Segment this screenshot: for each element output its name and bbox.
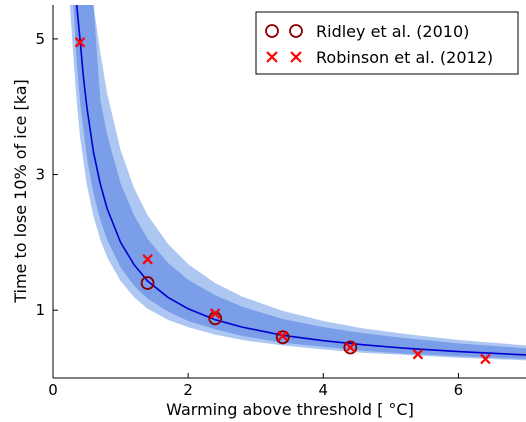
robinson-point: [142, 254, 153, 265]
plot-area: [69, 5, 526, 365]
robinson-point: [480, 353, 491, 365]
legend-circle-marker: [289, 24, 303, 38]
legend: Ridley et al. (2010) Robinson et al. (20…: [255, 11, 519, 75]
legend-label-ridley: Ridley et al. (2010): [316, 22, 469, 41]
ridley-point: [275, 330, 290, 345]
robinson-point: [74, 37, 86, 48]
y-tick-label: 5: [35, 30, 45, 48]
legend-entry-ridley: Ridley et al. (2010): [265, 22, 469, 41]
axes: 0 2 4 6 1 3 5: [35, 5, 526, 399]
robinson-point: [209, 308, 221, 319]
legend-entry-robinson: Robinson et al. (2012): [266, 48, 493, 67]
y-axis-title: Time to lose 10% of ice [ka]: [11, 79, 30, 304]
robinson-point: [345, 342, 356, 353]
outer-uncertainty-band: [69, 5, 526, 361]
legend-circle-marker: [265, 24, 279, 38]
legend-label-robinson: Robinson et al. (2012): [316, 48, 493, 67]
robinson-point: [412, 348, 424, 360]
ridley-point: [140, 276, 155, 290]
legend-box: [255, 11, 519, 75]
fit-line: [75, 5, 526, 356]
ridley-point: [343, 340, 358, 355]
x-ticks: 0 2 4 6: [48, 373, 463, 399]
x-tick-label: 4: [319, 381, 329, 399]
y-tick-label: 3: [35, 166, 45, 184]
legend-x-marker: [290, 51, 302, 63]
legend-x-marker: [266, 51, 278, 63]
x-tick-label: 6: [454, 381, 464, 399]
y-tick-label: 1: [35, 301, 45, 319]
y-ticks: 1 3 5: [35, 30, 58, 319]
data-markers: [74, 37, 491, 365]
x-tick-label: 0: [48, 381, 58, 399]
robinson-point: [277, 330, 289, 342]
x-axis-title: Warming above threshold [ °C]: [166, 400, 414, 419]
x-tick-label: 2: [183, 381, 193, 399]
